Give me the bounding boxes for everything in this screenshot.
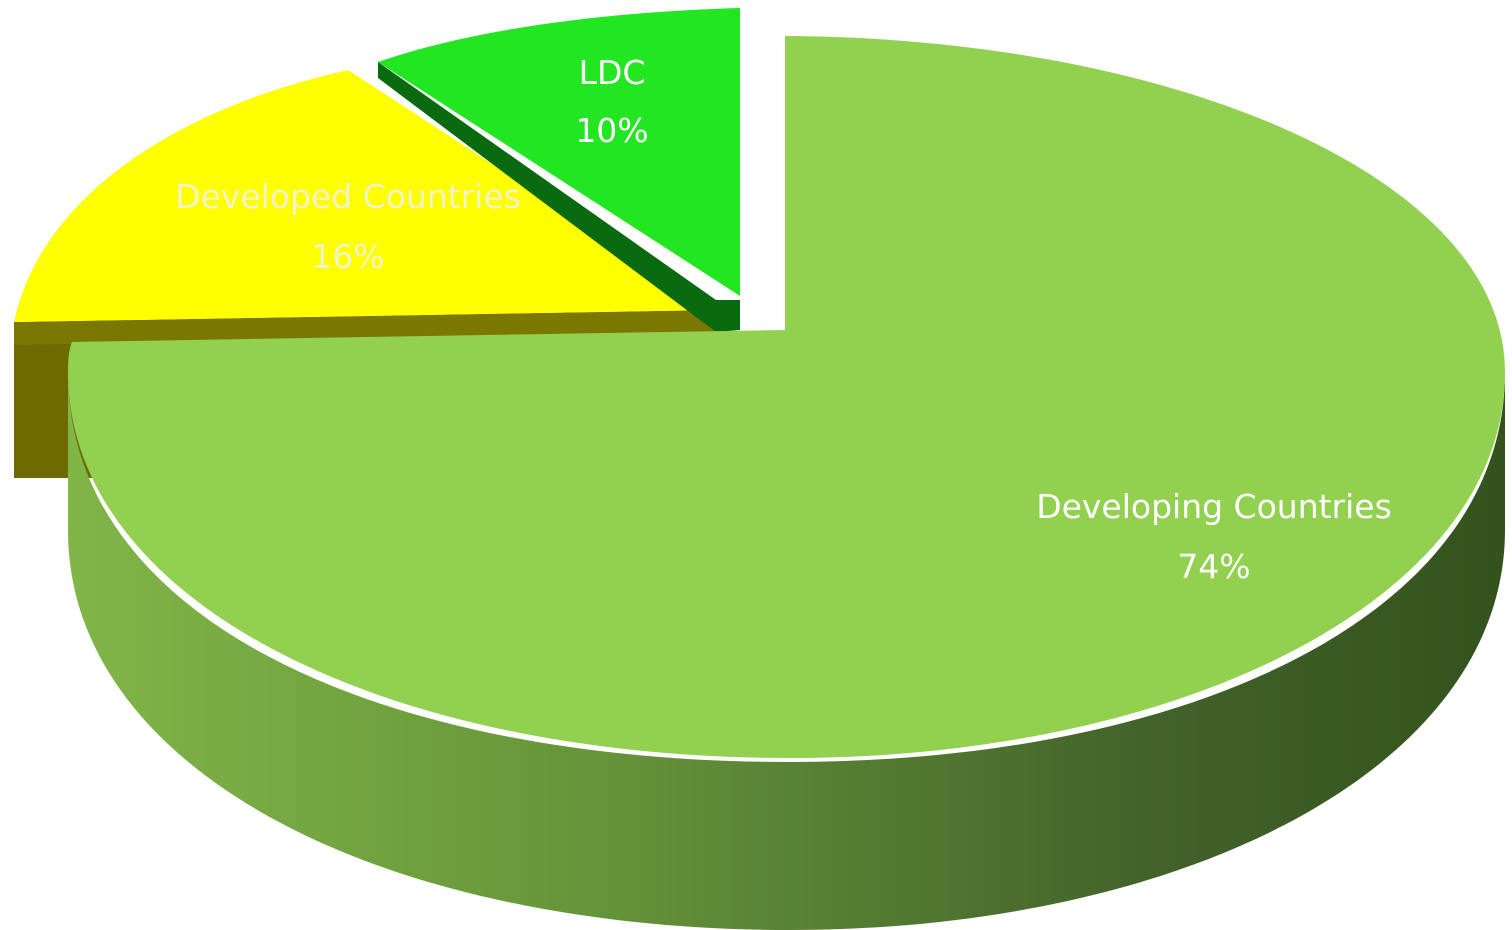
- slice-label-developed-countries: Developed Countries: [175, 177, 521, 216]
- slice-ldc: LDC 10%: [378, 8, 740, 332]
- slice-developing-countries-side: [68, 372, 1505, 930]
- slice-value-developed-countries: 16%: [311, 237, 384, 276]
- slice-value-developing-countries: 74%: [1177, 547, 1250, 586]
- slice-developed-countries-top: [14, 70, 716, 322]
- slice-label-developing-countries: Developing Countries: [1036, 487, 1392, 526]
- slice-value-ldc: 10%: [575, 111, 648, 150]
- slice-developed-countries-front: [14, 310, 716, 345]
- slice-developing-countries-top: [68, 36, 1505, 758]
- slice-label-ldc: LDC: [579, 53, 646, 92]
- slice-developing-countries: Developing Countries 74%: [68, 36, 1505, 930]
- slice-ldc-top: [378, 8, 740, 296]
- slice-ldc-side: [378, 62, 740, 332]
